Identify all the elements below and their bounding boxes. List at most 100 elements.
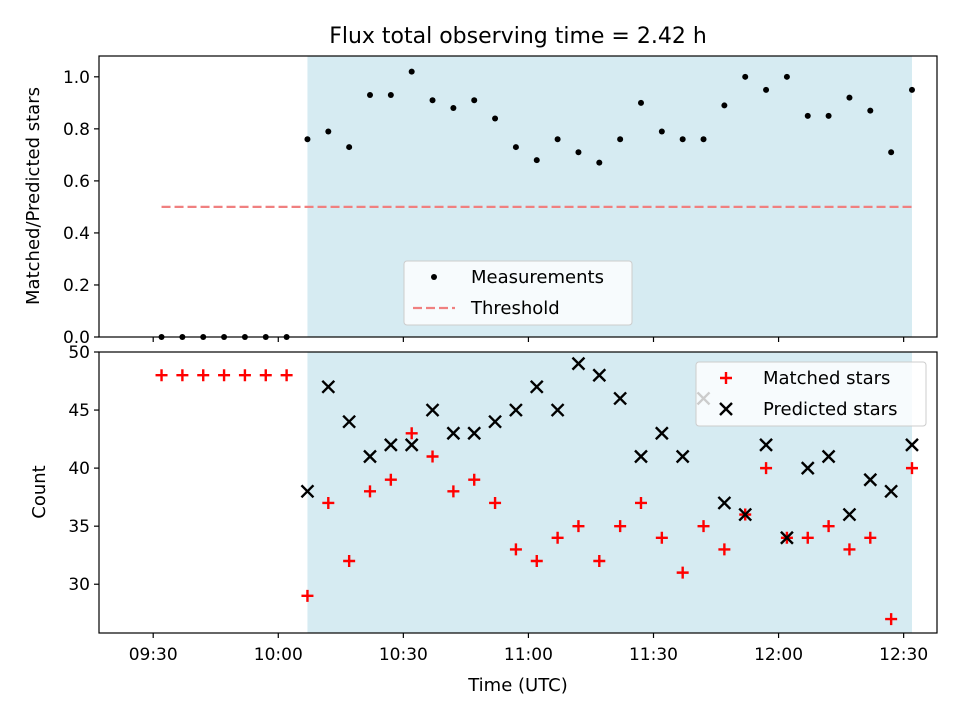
- data-point: [905, 462, 918, 475]
- data-point: [821, 449, 836, 464]
- data-point: [384, 473, 397, 486]
- data-point: [572, 520, 585, 533]
- data-point: [717, 496, 732, 510]
- plot-frame: [98, 55, 938, 338]
- data-point: [759, 438, 773, 452]
- data-point: [488, 414, 502, 429]
- data-point: [888, 149, 895, 156]
- data-point: [450, 105, 457, 112]
- data-point: [676, 566, 689, 579]
- y-tick-label: 0.8: [63, 120, 90, 140]
- series-matched-stars: [155, 369, 918, 626]
- data-point: [304, 136, 311, 143]
- data-point: [218, 369, 231, 382]
- data-point: [843, 543, 856, 556]
- data-point: [655, 531, 668, 544]
- data-point: [783, 73, 790, 80]
- data-point: [780, 530, 794, 545]
- data-point: [571, 356, 586, 371]
- data-point: [700, 136, 707, 143]
- y-tick-label: 1.0: [63, 68, 90, 88]
- data-point: [551, 531, 564, 544]
- data-point: [763, 86, 770, 93]
- data-point: [425, 403, 440, 417]
- data-point: [300, 484, 315, 499]
- legend-swatch: [431, 274, 437, 280]
- data-point: [846, 94, 853, 101]
- legend-swatch: [720, 372, 732, 384]
- data-point: [259, 369, 272, 382]
- legend: Matched stars Predicted stars: [695, 361, 927, 427]
- data-point: [533, 157, 540, 164]
- data-point: [613, 391, 627, 406]
- data-point: [637, 99, 644, 106]
- legend: Measurements Threshold: [403, 260, 633, 326]
- data-point: [155, 369, 168, 382]
- data-point: [825, 112, 832, 119]
- data-point: [363, 485, 376, 498]
- data-point: [447, 485, 460, 498]
- data-point: [908, 86, 915, 93]
- data-point: [592, 368, 607, 383]
- data-point: [446, 426, 461, 441]
- data-point: [550, 403, 565, 417]
- data-point: [884, 484, 898, 499]
- plot-frame: [98, 351, 938, 634]
- data-point: [509, 403, 523, 417]
- data-point: [654, 426, 669, 441]
- data-point: [867, 107, 874, 114]
- data-point: [530, 555, 543, 568]
- legend-label: Measurements: [471, 267, 604, 288]
- legend-label: Threshold: [470, 298, 560, 319]
- y-axis-label-count: Count: [29, 465, 50, 518]
- chart-title: Flux total observing time = 2.42 h: [329, 24, 707, 49]
- x-tick-label: 10:30: [379, 645, 428, 665]
- data-point: [176, 369, 189, 382]
- data-point: [363, 449, 377, 464]
- data-point: [593, 555, 606, 568]
- data-point: [718, 543, 731, 556]
- y-tick-label: 0.2: [63, 276, 90, 296]
- data-point: [721, 102, 728, 109]
- data-point: [322, 496, 335, 509]
- data-point: [864, 531, 877, 544]
- data-point: [280, 369, 293, 382]
- y-tick-label: 40: [68, 459, 90, 479]
- ratio-panel: 0.0 0.2 0.4 0.6 0.8 1.0 Measurements Threshold: [63, 55, 938, 348]
- x-tick-label: 09:30: [129, 645, 178, 665]
- data-point: [617, 136, 624, 143]
- data-point: [405, 427, 418, 440]
- data-point: [738, 507, 753, 522]
- data-point: [387, 92, 394, 99]
- data-point: [634, 496, 647, 509]
- data-point: [325, 128, 332, 135]
- data-point: [197, 369, 210, 382]
- y-tick-label: 45: [68, 401, 90, 421]
- data-point: [509, 543, 522, 556]
- legend-label: Matched stars: [763, 368, 890, 389]
- legend-swatch: [719, 402, 733, 416]
- data-point: [366, 92, 373, 99]
- data-point: [383, 438, 398, 452]
- series-measurements: [158, 68, 915, 340]
- data-point: [429, 97, 436, 104]
- legend-box: [403, 260, 633, 326]
- data-point: [575, 149, 582, 156]
- y-tick-label: 35: [68, 517, 90, 537]
- data-point: [800, 461, 815, 475]
- legend-box: [695, 361, 927, 427]
- x-tick-label: 12:30: [879, 645, 928, 665]
- data-point: [675, 449, 690, 464]
- data-point: [238, 369, 251, 382]
- data-point: [489, 496, 502, 509]
- data-point: [343, 555, 356, 568]
- data-point: [321, 379, 336, 394]
- y-tick-label: 0.6: [63, 172, 90, 192]
- data-point: [822, 520, 835, 533]
- data-point: [634, 449, 648, 464]
- data-point: [408, 68, 415, 75]
- data-point: [804, 112, 811, 119]
- data-point: [471, 97, 478, 104]
- data-point: [885, 613, 898, 626]
- data-point: [842, 507, 857, 522]
